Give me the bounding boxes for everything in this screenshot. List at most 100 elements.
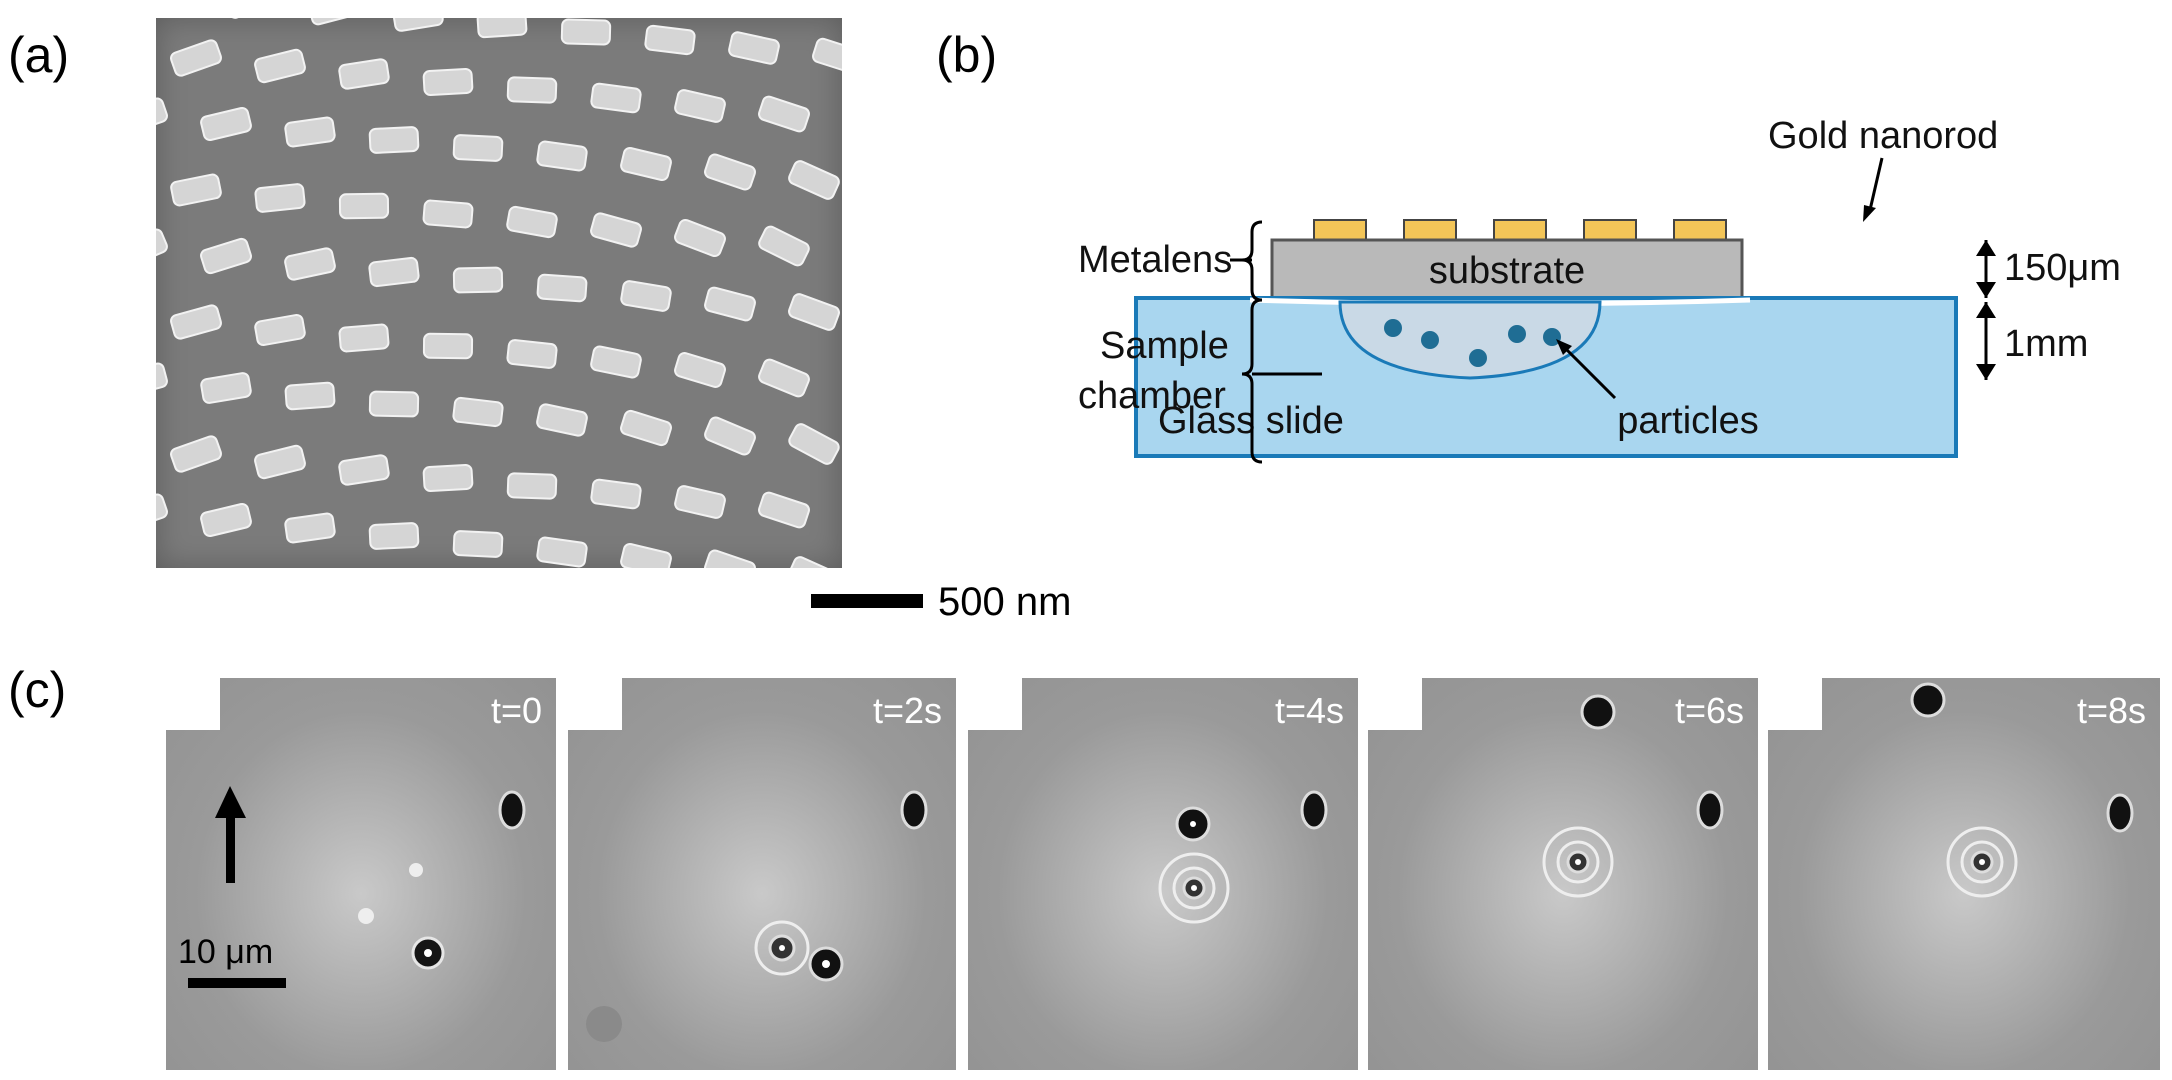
- dim-arrowhead: [1976, 302, 1996, 318]
- sem-nanorod: [536, 273, 588, 303]
- sem-nanorod: [674, 485, 726, 519]
- particles-label: particles: [1617, 400, 1759, 442]
- particles-arrowhead: [1556, 339, 1572, 355]
- sem-nanorod: [842, 498, 894, 538]
- sem-nanorod: [452, 134, 504, 162]
- frame-particles: [1158, 790, 1328, 924]
- particle: [1508, 325, 1526, 343]
- nanorods: [1313, 219, 1727, 241]
- sem-nanorod: [368, 390, 420, 418]
- sem-nanorod: [842, 102, 894, 142]
- microscope-frame: t=8s: [1768, 678, 2160, 1070]
- sem-nanorod: [506, 339, 558, 369]
- sem-nanorod: [284, 512, 336, 544]
- sem-nanorods: [116, 0, 894, 609]
- nanorod: [1583, 219, 1637, 241]
- substrate-thickness-label: 150μm: [2004, 247, 2121, 289]
- microscope-frame: t=0 10 μm: [166, 678, 556, 1070]
- micro-scale-bar: [188, 978, 286, 988]
- sem-nanorod: [116, 493, 168, 531]
- sem-nanorod: [590, 478, 642, 510]
- frame-time-label: t=6s: [1674, 690, 1744, 731]
- sem-nanorod: [842, 232, 894, 276]
- sem-nanorod: [308, 0, 360, 26]
- sem-nanorod: [338, 58, 390, 90]
- sem-scale-bar-label: 500 nm: [938, 580, 1072, 624]
- sem-nanorod: [422, 67, 474, 97]
- nanorod: [1673, 219, 1727, 241]
- sem-nanorod: [788, 293, 840, 331]
- particle: [1469, 349, 1487, 367]
- sem-nanorod: [620, 542, 672, 578]
- sem-nanorod: [116, 228, 168, 268]
- particle: [1543, 328, 1561, 346]
- sem-image: [116, 0, 894, 609]
- metalens-label: Metalens: [1078, 239, 1232, 281]
- sem-nanorod: [704, 286, 756, 322]
- sem-nanorod: [200, 106, 252, 142]
- sem-nanorod: [284, 247, 336, 281]
- nanorod: [1493, 219, 1547, 241]
- sem-nanorod: [788, 556, 840, 596]
- sem-nanorod: [536, 403, 588, 437]
- sem-nanorod: [254, 444, 306, 480]
- sem-nanorod: [116, 362, 168, 398]
- sem-nanorod: [200, 237, 252, 275]
- sem-nanorod: [506, 472, 558, 500]
- sem-nanorod: [704, 416, 756, 456]
- gold-nanorod-label: Gold nanorod: [1768, 115, 1998, 157]
- frame-time-label: t=8s: [2076, 690, 2146, 731]
- sem-nanorod: [536, 536, 588, 568]
- sem-nanorod: [476, 9, 528, 39]
- sem-nanorod: [392, 0, 444, 32]
- particle: [1421, 331, 1439, 349]
- direction-arrow-icon: [215, 786, 246, 818]
- sem-nanorod: [452, 530, 504, 558]
- chamber-brace: [1241, 298, 1263, 464]
- frame-time-label: t=2s: [872, 690, 942, 731]
- frame-particles: [1542, 694, 1724, 898]
- microscope-frame: t=6s: [1368, 678, 1758, 1070]
- sem-nanorod: [758, 491, 810, 529]
- sem-nanorod: [368, 522, 420, 550]
- sem-nanorod: [590, 212, 642, 248]
- sem-nanorod: [644, 24, 696, 56]
- micro-scale-bar-label: 10 μm: [178, 933, 274, 971]
- sem-nanorod: [758, 225, 810, 267]
- sem-nanorod: [170, 39, 222, 77]
- sem-nanorod: [368, 256, 420, 288]
- chamber-thickness-label: 1mm: [2004, 323, 2088, 365]
- frame-notch: [568, 678, 622, 730]
- sem-nanorod: [116, 97, 168, 135]
- particles: [1384, 319, 1561, 367]
- sem-nanorod: [170, 173, 222, 207]
- sem-nanorod: [422, 332, 474, 360]
- frame-notch: [1768, 678, 1822, 730]
- panel-b-label: (b): [936, 27, 998, 83]
- sem-nanorod: [338, 323, 390, 353]
- panel-a-label: (a): [8, 27, 70, 83]
- microscope-frame: t=4s: [968, 678, 1358, 1070]
- metalens-brace: [1241, 220, 1263, 302]
- gold-nanorod-arrow: [1868, 157, 1884, 211]
- sem-nanorod: [590, 345, 642, 379]
- sem-nanorod: [368, 126, 420, 154]
- microscope-frame: t=2s: [568, 678, 956, 1070]
- particle: [1384, 319, 1402, 337]
- dim-arrowhead: [1976, 282, 1996, 298]
- sem-scale-bar: [811, 594, 923, 608]
- sem-nanorod: [620, 146, 672, 182]
- sem-nanorod: [506, 205, 558, 239]
- sem-nanorod: [620, 280, 672, 312]
- sem-nanorod: [842, 365, 894, 407]
- sem-nanorod: [812, 37, 864, 75]
- sem-nanorod: [452, 396, 504, 428]
- sem-nanorod: [170, 304, 222, 340]
- nanorod: [1403, 219, 1457, 241]
- frame-time-label: t=4s: [1274, 690, 1344, 731]
- sem-nanorod: [422, 199, 474, 229]
- sem-nanorod: [284, 116, 336, 148]
- metalens-diagram: Gold nanorod substrate Glass slide parti…: [1078, 115, 2121, 464]
- sem-nanorod: [200, 372, 252, 404]
- sem-nanorod: [284, 381, 336, 411]
